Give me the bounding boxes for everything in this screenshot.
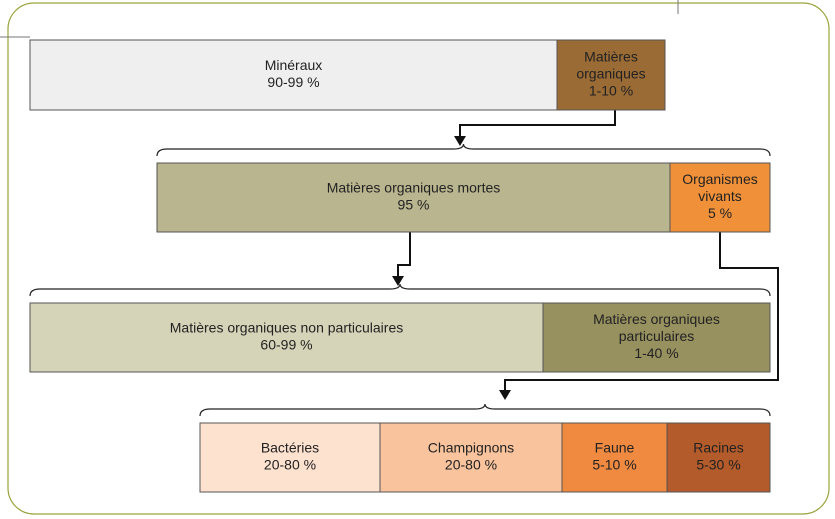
box — [556, 39, 666, 111]
box-label: Organismes — [682, 171, 757, 187]
brace — [156, 143, 771, 157]
arrow — [504, 232, 779, 392]
box — [199, 422, 381, 493]
box — [542, 302, 771, 373]
brace — [199, 403, 771, 417]
box-value: 5-10 % — [592, 457, 636, 473]
box-label: Minéraux — [265, 57, 323, 73]
box — [379, 422, 563, 493]
box-value: 1-10 % — [589, 83, 633, 99]
box-label: vivants — [698, 188, 742, 204]
box-label: particulaires — [619, 328, 694, 344]
box-label: Faune — [595, 440, 635, 456]
box-label: Racines — [693, 440, 744, 456]
box-value: 20-80 % — [264, 457, 316, 473]
box-value: 5-30 % — [696, 457, 740, 473]
box-value: 60-99 % — [260, 337, 312, 353]
box — [29, 302, 544, 373]
box-label: Champignons — [428, 440, 514, 456]
box-label: Bactéries — [261, 440, 319, 456]
box-value: 95 % — [398, 197, 430, 213]
box — [29, 39, 558, 111]
box-label: Matières organiques non particulaires — [170, 320, 403, 336]
box — [669, 162, 771, 233]
box-label: Matières — [584, 49, 638, 65]
arrow — [397, 232, 411, 278]
frame — [7, 2, 830, 515]
box-value: 1-40 % — [634, 345, 678, 361]
arrow-head — [499, 390, 511, 400]
box-label: organiques — [576, 66, 645, 82]
box-value: 20-80 % — [445, 457, 497, 473]
arrow — [459, 110, 616, 138]
box — [666, 422, 771, 493]
box — [561, 422, 668, 493]
box — [156, 162, 671, 233]
arrow-head — [454, 136, 466, 146]
box-value: 5 % — [708, 205, 732, 221]
box-label: Matières organiques mortes — [327, 180, 501, 196]
brace — [29, 283, 771, 297]
arrow-head — [392, 276, 404, 286]
box-value: 90-99 % — [267, 74, 319, 90]
box-label: Matières organiques — [593, 311, 720, 327]
